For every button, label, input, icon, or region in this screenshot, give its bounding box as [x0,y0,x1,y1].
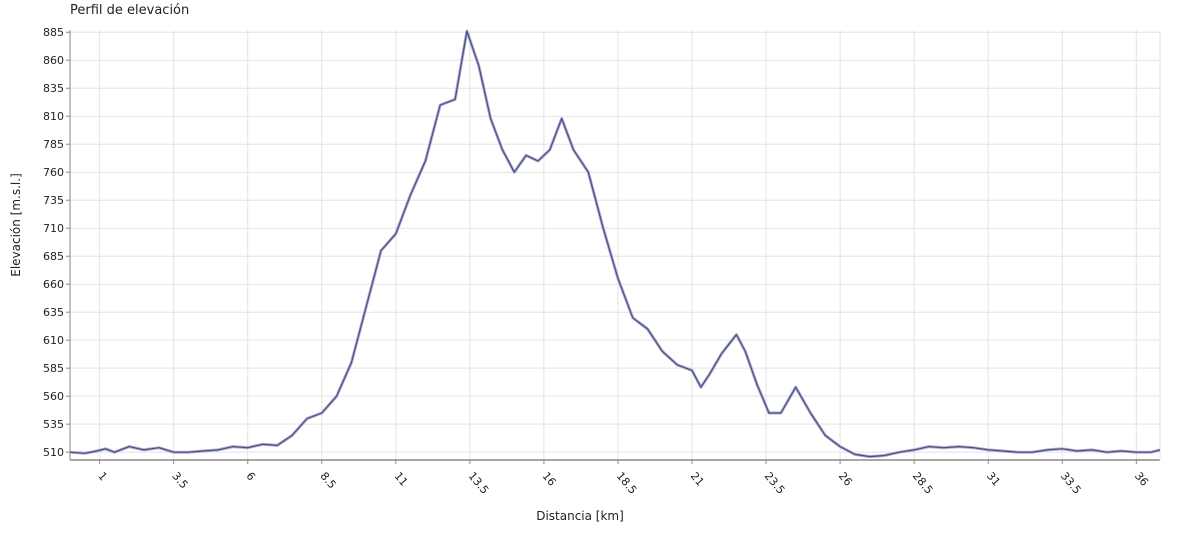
x-tick-label: 1 [95,470,109,484]
plot-background [70,30,1160,460]
x-tick-label: 36 [1132,470,1151,489]
y-tick-label: 760 [43,166,64,179]
x-tick-label: 13.5 [466,470,492,497]
x-tick-label: 6 [243,470,257,484]
elevation-line [69,30,1161,458]
x-axis-title: Distancia [km] [536,509,624,523]
y-tick-label: 660 [43,278,64,291]
x-tick-label: 3.5 [169,470,190,492]
y-tick-label: 810 [43,110,64,123]
y-tick-label: 510 [43,446,64,459]
y-tick-label: 610 [43,334,64,347]
x-tick-label: 21 [688,470,707,489]
x-tick-label: 11 [392,470,411,489]
y-axis-title: Elevación [m.s.l.] [9,173,23,277]
grid [70,30,1160,460]
y-tick-label: 585 [43,362,64,375]
x-tick-label: 8.5 [317,470,338,492]
x-tick-label: 31 [984,470,1003,489]
y-tick-label: 635 [43,306,64,319]
x-tick-label: 18.5 [614,470,640,497]
x-tick-label: 28.5 [910,470,936,497]
y-tick-label: 685 [43,250,64,263]
y-tick-label: 785 [43,138,64,151]
y-tick-label: 860 [43,54,64,67]
y-tick-label: 835 [43,82,64,95]
y-tick-label: 735 [43,194,64,207]
y-tick-label: 535 [43,418,64,431]
x-tick-label: 26 [836,470,855,489]
y-tick-label: 885 [43,26,64,39]
chart-title: Perfil de elevación [70,3,190,18]
x-tick-label: 23.5 [762,470,788,497]
y-tick-label: 560 [43,390,64,403]
series-layer [69,29,1161,459]
x-tick-label: 16 [540,470,559,489]
y-tick-label: 710 [43,222,64,235]
x-tick-label: 33.5 [1058,470,1084,497]
